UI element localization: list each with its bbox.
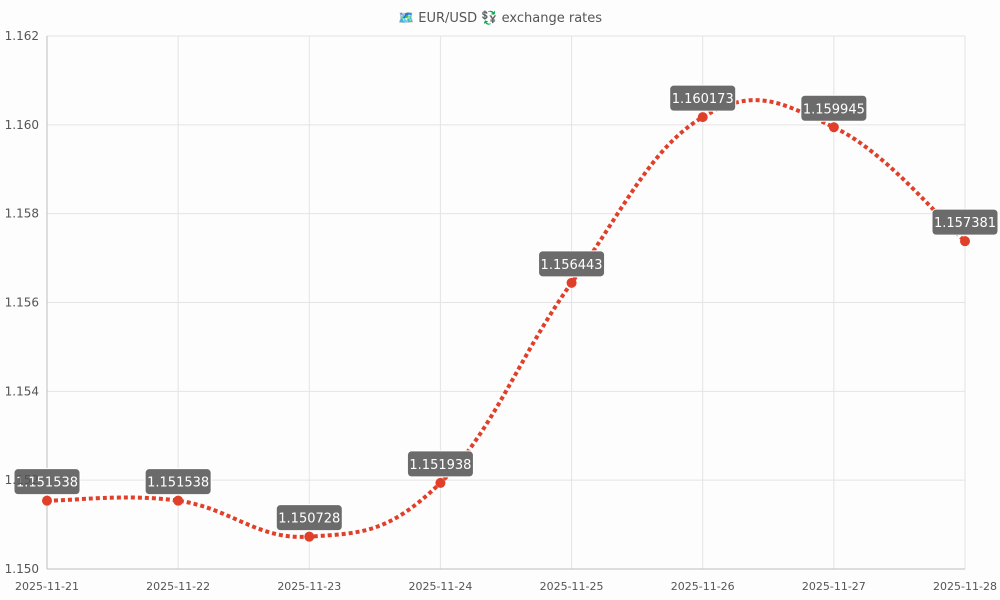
x-tick-label: 2025-11-22 bbox=[146, 580, 210, 593]
data-label-text: 1.160173 bbox=[672, 92, 734, 107]
data-label: 1.159945 bbox=[800, 94, 868, 122]
x-tick-label: 2025-11-27 bbox=[802, 580, 866, 593]
data-label-box bbox=[669, 84, 737, 112]
data-point bbox=[566, 277, 577, 288]
data-label: 1.151938 bbox=[406, 450, 474, 478]
data-label-text: 1.159945 bbox=[803, 102, 865, 117]
chart-title: 🗺️ EUR/USD 💱 exchange rates bbox=[398, 10, 602, 26]
data-point bbox=[173, 495, 184, 506]
data-label: 1.151538 bbox=[144, 468, 212, 496]
data-label-box bbox=[538, 250, 606, 278]
data-label: 1.157381 bbox=[931, 208, 999, 236]
data-point bbox=[435, 477, 446, 488]
x-tick-label: 2025-11-28 bbox=[933, 580, 997, 593]
data-label-text: 1.156443 bbox=[541, 258, 603, 273]
x-tick-label: 2025-11-21 bbox=[15, 580, 79, 593]
data-point bbox=[42, 495, 52, 506]
y-tick-label: 1.162 bbox=[5, 29, 39, 43]
y-tick-label: 1.156 bbox=[5, 296, 39, 310]
y-tick-label: 1.160 bbox=[5, 118, 39, 132]
y-tick-labels: 1.150 1.152 1.154 1.156 1.158 1.160 1.162 bbox=[5, 29, 39, 576]
data-point bbox=[828, 122, 839, 133]
data-label-box bbox=[406, 450, 474, 478]
data-label: 1.150728 bbox=[275, 504, 343, 532]
data-label-text: 1.151538 bbox=[147, 476, 209, 491]
data-label-box bbox=[275, 504, 343, 532]
data-label-text: 1.151938 bbox=[409, 458, 471, 473]
x-tick-label: 2025-11-24 bbox=[408, 580, 472, 593]
x-tick-labels: 2025-11-21 2025-11-22 2025-11-23 2025-11-24… bbox=[15, 580, 997, 593]
data-label-text: 1.150728 bbox=[278, 512, 340, 527]
x-tick-label: 2025-11-23 bbox=[277, 580, 341, 593]
data-label-box bbox=[931, 208, 999, 236]
data-label-box bbox=[13, 468, 81, 496]
y-tick-label: 1.150 bbox=[5, 562, 39, 576]
y-tick-label: 1.154 bbox=[5, 384, 39, 398]
data-label-text: 1.157381 bbox=[934, 216, 996, 231]
data-label-box bbox=[144, 468, 212, 496]
data-point bbox=[304, 531, 315, 542]
data-label: 1.151538 bbox=[13, 468, 81, 496]
y-tick-label: 1.158 bbox=[5, 207, 39, 221]
data-label-box bbox=[800, 94, 868, 122]
x-tick-label: 2025-11-25 bbox=[540, 580, 604, 593]
data-point bbox=[697, 112, 708, 123]
data-labels: 1.151538 1.151538 1.150728 1.151938 1.156443… bbox=[13, 84, 999, 532]
data-label: 1.160173 bbox=[669, 84, 737, 112]
data-label-text: 1.151538 bbox=[16, 476, 78, 491]
y-tick-label: 1.152 bbox=[5, 473, 39, 487]
data-points bbox=[42, 112, 970, 542]
x-tick-label: 2025-11-26 bbox=[671, 580, 735, 593]
data-label: 1.156443 bbox=[538, 250, 606, 278]
data-point bbox=[960, 236, 970, 247]
